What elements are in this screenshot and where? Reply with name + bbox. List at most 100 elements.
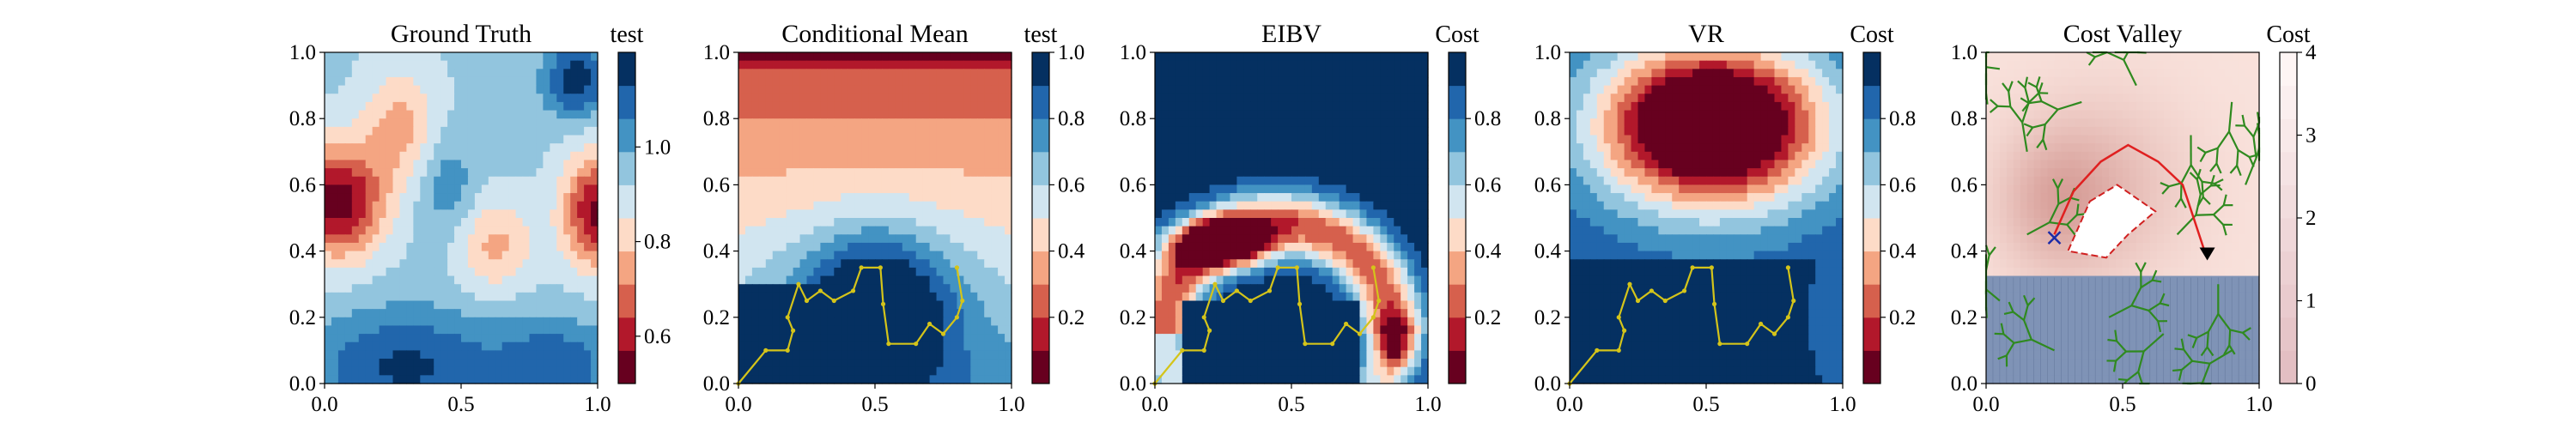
- vr-path-point: [1791, 298, 1796, 304]
- conditional-mean-path-point: [878, 265, 883, 270]
- colorbar-tick-label: 0.4: [1474, 240, 1502, 263]
- vr-path-point: [1711, 301, 1717, 306]
- conditional-mean-path-point: [785, 315, 790, 320]
- colorbar-tick-label: 2: [2306, 207, 2317, 230]
- colorbar-tick-label: 4: [2306, 41, 2317, 64]
- colorbar-tick-label: 0.8: [644, 231, 671, 254]
- ground-truth-colorbar-label: test: [611, 21, 644, 48]
- conditional-mean-path-point: [914, 341, 919, 347]
- eibv-path-point: [1370, 315, 1376, 320]
- y-tick-label: 0.0: [1120, 372, 1146, 396]
- x-tick-label: 1.0: [2245, 393, 2272, 416]
- vr-path-point: [1717, 341, 1722, 347]
- vr-path-point: [1635, 298, 1641, 304]
- x-tick-label: 0.5: [2109, 393, 2136, 416]
- x-tick-label: 0.0: [1141, 393, 1168, 416]
- conditional-mean-path-point: [940, 331, 946, 336]
- y-tick-label: 0.6: [703, 173, 730, 196]
- y-tick-label: 0.2: [1534, 306, 1561, 329]
- colorbar-tick-label: 0.8: [1058, 107, 1084, 130]
- conditional-mean-path-point: [886, 341, 891, 347]
- vr-path-point: [1745, 341, 1750, 347]
- conditional-mean-path-point: [859, 265, 864, 270]
- y-tick-label: 0.0: [289, 372, 316, 396]
- y-tick-label: 1.0: [1534, 41, 1561, 64]
- colorbar-tick-label: 1: [2306, 290, 2317, 313]
- colorbar-tick-label: 0.6: [1889, 173, 1916, 196]
- eibv-path-point: [1275, 265, 1280, 270]
- conditional-mean-path-point: [880, 301, 886, 306]
- colorbar-tick-label: 0: [2306, 372, 2317, 396]
- colorbar-tick-label: 0.2: [1889, 306, 1916, 329]
- colorbar-tick-label: 0.8: [1889, 107, 1916, 130]
- vr-path-point: [1616, 347, 1621, 353]
- y-tick-label: 0.2: [703, 306, 730, 329]
- cost-valley-planned-path: [2053, 143, 2206, 251]
- conditional-mean-path-point: [817, 288, 823, 293]
- x-tick-label: 0.5: [1692, 393, 1719, 416]
- colorbar-tick-label: 0.6: [1058, 173, 1084, 196]
- eibv-path-point: [1212, 281, 1218, 287]
- vr-colorbar: 0.2 0.4 0.6 0.8 Cost: [1850, 21, 1917, 384]
- ground-truth-title: Ground Truth: [391, 20, 532, 48]
- vr-path-point: [1759, 321, 1764, 327]
- eibv-path-point: [1201, 347, 1206, 353]
- vr-path-point: [1785, 315, 1790, 320]
- x-tick-label: 0.0: [725, 393, 751, 416]
- x-tick-label: 0.5: [1278, 393, 1304, 416]
- conditional-mean-path-point: [763, 347, 769, 353]
- cost-valley-colorbar-label: Cost: [2266, 21, 2311, 48]
- y-tick-label: 1.0: [289, 41, 316, 64]
- cost-valley-obstacle: [2066, 184, 2157, 259]
- vr-path-point: [1595, 347, 1600, 353]
- vr-sampling-path: [1569, 266, 1795, 384]
- eibv-heatmap: [1155, 52, 1429, 384]
- conditional-mean-path-point: [960, 298, 965, 304]
- y-tick-label: 0.6: [289, 173, 316, 196]
- y-tick-label: 0.2: [1120, 306, 1146, 329]
- y-tick-label: 0.0: [1534, 372, 1561, 396]
- conditional-mean-title: Conditional Mean: [781, 20, 968, 48]
- cost-valley-title: Cost Valley: [2063, 20, 2183, 48]
- eibv-path-point: [1267, 288, 1273, 293]
- x-tick-label: 0.5: [447, 393, 474, 416]
- conditional-mean-heatmap: [738, 52, 1012, 384]
- eibv-path-point: [1344, 321, 1349, 327]
- eibv-path-point: [1234, 288, 1239, 293]
- conditional-mean-path-point: [804, 298, 810, 304]
- y-tick-label: 0.4: [1534, 240, 1562, 263]
- x-tick-label: 1.0: [584, 393, 611, 416]
- eibv-path-point: [1297, 301, 1303, 306]
- colorbar-tick-label: 1.0: [644, 136, 671, 159]
- vr-path-point: [1771, 331, 1777, 336]
- colorbar-tick-label: 0.8: [1474, 107, 1501, 130]
- y-tick-label: 0.4: [1120, 240, 1147, 263]
- y-tick-label: 0.4: [1951, 240, 1978, 263]
- cost-valley-heatmap: [1986, 52, 2260, 384]
- colorbar-tick-label: 1.0: [1058, 41, 1084, 64]
- eibv-path-point: [1330, 341, 1335, 347]
- vr-path-point: [1622, 328, 1627, 333]
- vr-title: VR: [1688, 20, 1724, 48]
- vr-path-point: [1681, 288, 1687, 293]
- eibv-path-point: [1248, 298, 1253, 304]
- y-tick-label: 1.0: [1120, 41, 1146, 64]
- ground-truth-colorbar: 0.6 0.8 1.0 test: [611, 21, 671, 384]
- vr-path-point: [1709, 265, 1714, 270]
- x-tick-label: 0.0: [311, 393, 337, 416]
- panel-cost-valley: Cost Valley 0.0 0.5 1.0 0.0 0.2 0.4 0.6 0.8 1.0 0 1…: [1951, 20, 2317, 416]
- eibv-colorbar-label: Cost: [1435, 21, 1479, 48]
- x-tick-label: 0.0: [1972, 393, 1999, 416]
- ground-truth-heatmap: [325, 52, 598, 384]
- eibv-path-point: [1207, 328, 1212, 333]
- vr-path-point: [1690, 265, 1695, 270]
- vr-path-point: [1649, 288, 1654, 293]
- y-tick-label: 0.8: [1951, 107, 1978, 130]
- vr-path-point: [1627, 281, 1632, 287]
- panel-eibv: EIBV 0.0 0.5 1.0 0.0 0.2 0.4 0.6 0.8 1.0 0.2 0.4 0.6…: [1120, 20, 1502, 416]
- x-tick-label: 1.0: [998, 393, 1024, 416]
- conditional-mean-sampling-path: [738, 266, 963, 384]
- eibv-path-point: [1376, 298, 1382, 304]
